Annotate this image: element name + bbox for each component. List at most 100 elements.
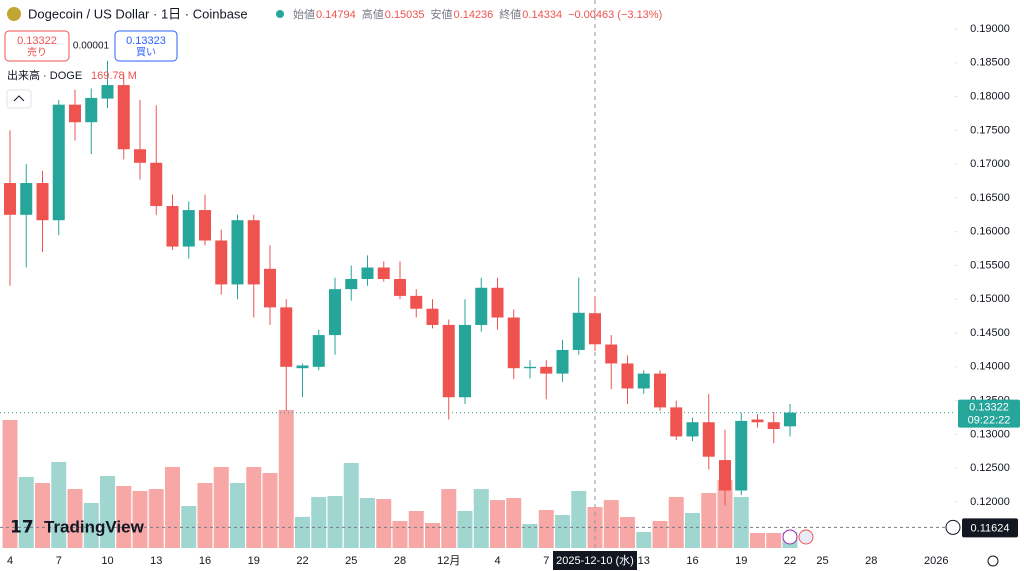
- candle-body: [556, 349, 569, 374]
- volume-title: 出来高 · DOGE: [7, 68, 82, 82]
- spread: 0.00001: [73, 41, 110, 52]
- event-icon[interactable]: [782, 529, 798, 545]
- candle-body: [621, 363, 634, 389]
- x-axis-bg: [0, 550, 1024, 571]
- candle-body: [410, 295, 423, 309]
- candle-body: [280, 307, 293, 367]
- x-tick-label: 25: [816, 555, 828, 567]
- x-tick-label: 25: [345, 555, 357, 567]
- volume-bar: [538, 509, 554, 548]
- candle-body: [394, 279, 406, 296]
- candle-body: [572, 312, 585, 350]
- y-tick-label: 0.17500: [970, 124, 1010, 136]
- x-axis: 4 7 10 13 16 19 22 25 28 12月 4 7 13 16 19 22 25 28 2026 202…: [7, 551, 948, 570]
- ohlc-value: 0.15035: [385, 9, 425, 21]
- x-tick-label: 16: [686, 555, 698, 567]
- settings-icon[interactable]: [987, 555, 999, 567]
- marker-label: 0.11624: [971, 522, 1010, 534]
- status-dot: [276, 10, 284, 18]
- candle-body: [85, 97, 98, 123]
- volume-bar: [100, 476, 115, 548]
- crosshair-label: 2025-12-10 (水): [556, 554, 634, 567]
- ohlc-key: 高値: [362, 7, 384, 21]
- price-label-bg: [958, 399, 1020, 428]
- x-tick-label: 4: [494, 555, 500, 567]
- volume-bar: [295, 516, 310, 548]
- candle-body: [264, 268, 276, 308]
- y-tick-label: 0.19000: [970, 23, 1010, 35]
- x-tick-label: 19: [735, 555, 747, 567]
- ohlc-value: 0.14236: [454, 9, 494, 21]
- volume-bar: [18, 476, 34, 548]
- candle-body: [637, 373, 650, 389]
- candle-body: [719, 460, 731, 491]
- volume-bar: [392, 521, 408, 548]
- volume-bar: [571, 491, 587, 548]
- price-label: 0.13322: [969, 402, 1009, 414]
- volume-bar: [652, 521, 668, 548]
- sell-button[interactable]: [4, 30, 70, 62]
- ohlc-key: 始値: [293, 7, 315, 21]
- ohlc-value: 0.14334: [522, 9, 562, 21]
- x-tick-label: 13: [638, 555, 650, 567]
- candle-body: [36, 183, 49, 221]
- sell-label: 売り: [27, 46, 47, 59]
- collapse-icon: [13, 95, 25, 102]
- volume-bar: [603, 500, 619, 548]
- x-tick-label: 12月: [437, 555, 460, 567]
- candle-body: [475, 287, 488, 325]
- volume-bar: [457, 511, 473, 548]
- volume-bar: [311, 496, 327, 548]
- volume-bar: [733, 496, 749, 548]
- volume-bar: [750, 533, 765, 548]
- y-tick-label: 0.18500: [970, 57, 1010, 69]
- volume-bar: [148, 489, 164, 548]
- x-tick-label: 13: [150, 555, 162, 567]
- candle-body: [670, 407, 683, 437]
- candle-body: [231, 220, 244, 285]
- volume-bar: [132, 491, 148, 548]
- flag-icon[interactable]: [798, 529, 814, 545]
- watermark: TradingView: [44, 517, 145, 536]
- candle-body: [166, 206, 179, 247]
- volume-bar: [441, 489, 457, 548]
- y-tick-label: 0.12500: [970, 462, 1010, 474]
- y-axis: 0.120000.125000.130000.135000.140000.145…: [945, 23, 1020, 538]
- volume-bar: [2, 419, 18, 548]
- y-tick-label: 0.12000: [970, 496, 1010, 508]
- volume-bar: [425, 523, 440, 548]
- buy-button[interactable]: [114, 30, 178, 62]
- y-tick-label: 0.14500: [970, 327, 1010, 339]
- volume-bar: [490, 500, 505, 548]
- candle-body: [361, 267, 374, 280]
- volume-bar: [360, 498, 375, 548]
- y-tick-label: 0.13000: [970, 428, 1010, 440]
- candle-body: [540, 366, 553, 374]
- add-icon: [945, 519, 961, 535]
- candle-body: [312, 335, 325, 367]
- collapse-button[interactable]: [6, 89, 32, 109]
- volume-bar: [636, 531, 652, 548]
- ohlc-value: 0.14794: [316, 9, 356, 21]
- candle-body: [735, 420, 748, 491]
- candle-body: [329, 289, 341, 336]
- volume-bar: [506, 498, 522, 548]
- candle-body: [686, 422, 699, 437]
- candle-body: [345, 279, 358, 290]
- volume-bar: [213, 466, 229, 548]
- volume-bar: [701, 493, 717, 548]
- y-tick-label: 0.15500: [970, 259, 1010, 271]
- volume-bar: [230, 483, 245, 548]
- volume-bar: [165, 466, 180, 548]
- x-tick-label: 28: [394, 555, 406, 567]
- candle-body: [654, 373, 666, 408]
- x-tick-label: 7: [543, 555, 549, 567]
- x-tick-label: 28: [865, 555, 877, 567]
- y-tick-label: 0.15000: [970, 293, 1010, 305]
- candle-body: [507, 317, 520, 369]
- candle-body: [215, 240, 228, 285]
- ohlc-key: 終値: [499, 7, 521, 21]
- y-tick-label: 0.16500: [970, 192, 1010, 204]
- candle-body: [150, 162, 163, 207]
